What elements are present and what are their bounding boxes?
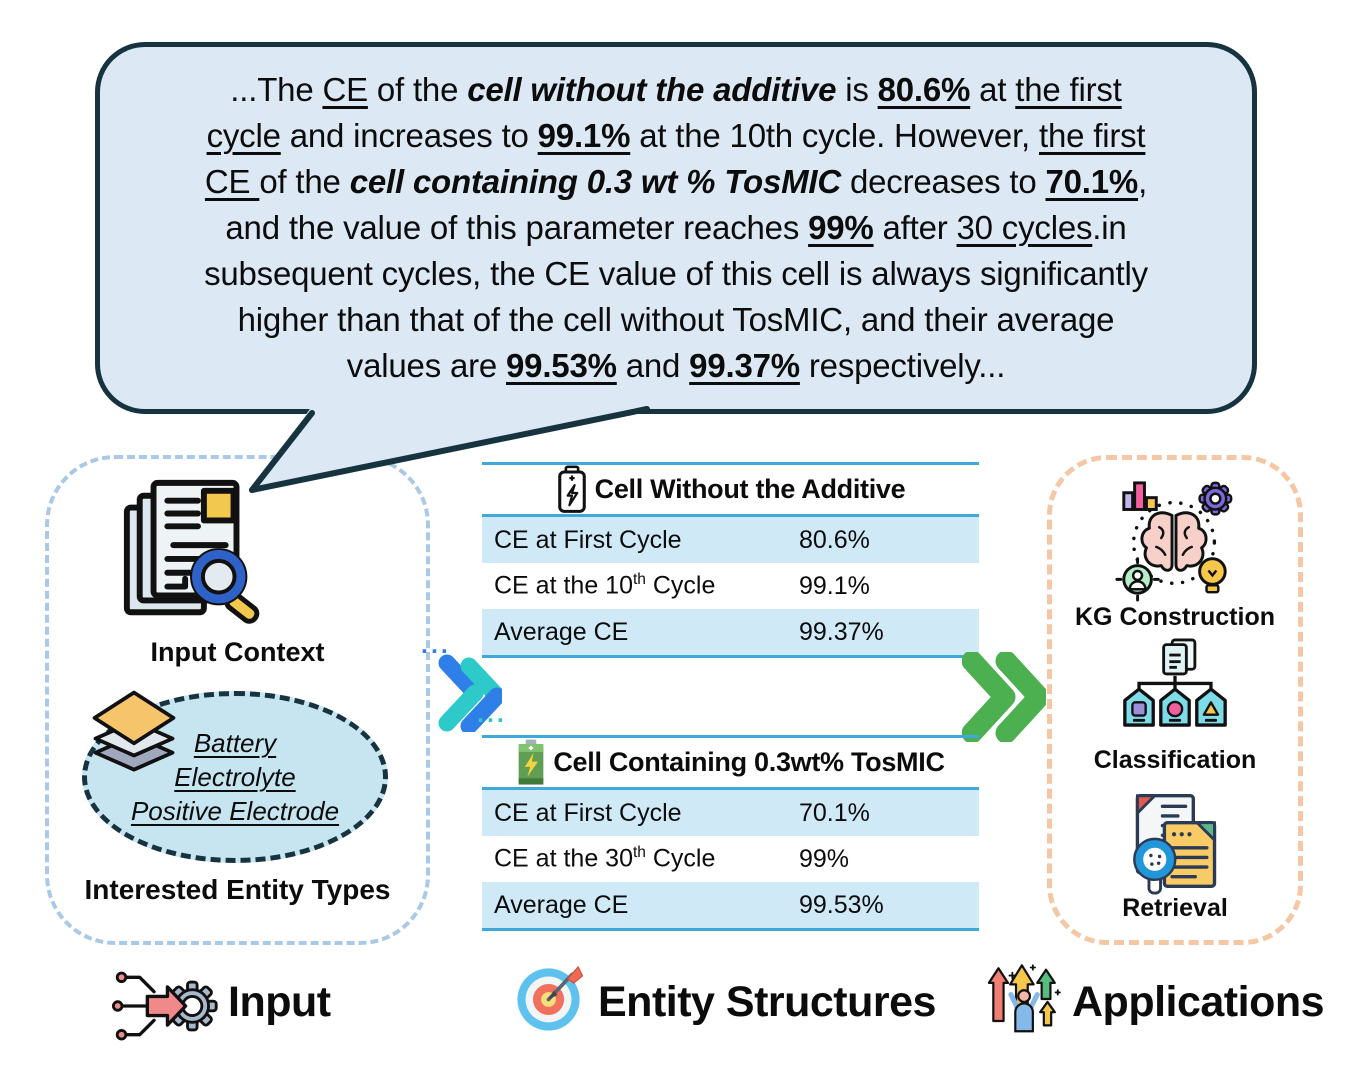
classification-label: Classification	[1093, 746, 1257, 774]
quote-bubble: ...The CE of the cell without the additi…	[95, 42, 1257, 414]
entity-type-positive-electrode: Positive Electrode	[130, 796, 340, 826]
battery-outline-icon	[557, 465, 586, 513]
bubble-tail-icon	[249, 406, 650, 493]
entity-type-battery: Battery	[193, 728, 277, 758]
input-icon	[111, 971, 218, 1041]
table-row: CE at the 10th Cycle 99.1%	[494, 571, 870, 600]
growth-people-icon	[987, 964, 1061, 1033]
retrieval-label: Retrieval	[1122, 894, 1228, 922]
target-icon	[517, 965, 584, 1031]
table-body: CE at First Cycle 80.6% CE at the 10th Cyc…	[482, 517, 979, 658]
table-row: Average CE 99.37%	[482, 609, 979, 655]
table-title: Cell Without the Additive	[594, 474, 906, 504]
double-chevron-green-icon	[962, 652, 1046, 742]
kg-construction-label: KG Construction	[1075, 603, 1275, 631]
entity-structures-legend-label: Entity Structures	[598, 978, 936, 1026]
table-cell-without-additive: Cell Without the Additive CE at First Cy…	[482, 462, 979, 658]
table-header: Cell Without the Additive	[482, 462, 979, 517]
bubble-text: ...The CE of the cell without the additi…	[204, 71, 1148, 384]
table-title: Cell Containing 0.3wt% TosMIC	[553, 747, 945, 777]
table-row: Average CE 99.53%	[482, 882, 979, 928]
input-context-label: Input Context	[150, 637, 325, 667]
table-header: Cell Containing 0.3wt% TosMIC	[482, 735, 979, 790]
input-panel: Input Context Battery Electrolyte Positi…	[45, 455, 430, 945]
entity-type-electrolyte: Electrolyte	[174, 762, 296, 792]
input-legend-label: Input	[228, 978, 331, 1026]
layers-icon	[92, 690, 176, 772]
table-row: CE at First Cycle 70.1%	[482, 790, 979, 836]
applications-legend-label: Applications	[1072, 978, 1325, 1026]
retrieval-icon	[1133, 794, 1217, 895]
table-row: CE at First Cycle 80.6%	[482, 517, 979, 563]
ellipsis-bottom: ...	[477, 700, 507, 728]
ellipsis-top: ...	[421, 631, 451, 659]
kg-construction-icon	[1115, 481, 1233, 602]
table-body: CE at First Cycle 70.1% CE at the 30th Cyc…	[482, 790, 979, 931]
classification-icon	[1123, 638, 1227, 727]
battery-green-icon	[518, 739, 544, 785]
applications-panel: KG Construction Classification	[1047, 455, 1303, 945]
document-search-icon	[123, 479, 260, 624]
table-cell-containing-tosmic: Cell Containing 0.3wt% TosMIC CE at Firs…	[482, 735, 979, 931]
interested-entity-types-label: Interested Entity Types	[84, 874, 391, 905]
double-chevron-blue-icon	[438, 654, 502, 732]
table-row: CE at the 30th Cycle 99%	[494, 844, 850, 873]
